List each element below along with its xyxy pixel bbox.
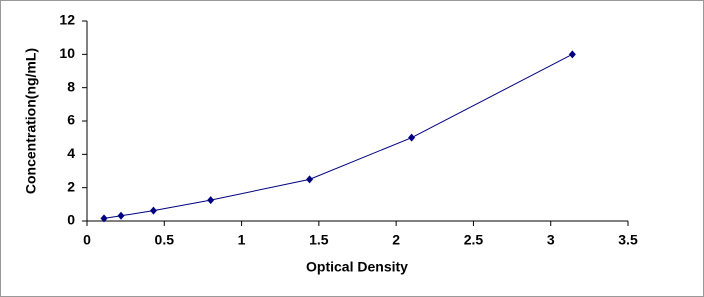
data-point bbox=[149, 206, 157, 215]
x-tick-label: 2 bbox=[392, 232, 400, 248]
x-tick-label: 1.5 bbox=[309, 232, 329, 248]
x-tick-label: 2.5 bbox=[464, 232, 484, 248]
y-tick-label: 12 bbox=[59, 12, 75, 28]
x-tick-label: 3.5 bbox=[618, 232, 638, 248]
y-axis-title: Concentration(ng/mL) bbox=[23, 48, 39, 194]
x-tick-label: 0 bbox=[83, 232, 91, 248]
x-tick-label: 1 bbox=[238, 232, 246, 248]
data-point bbox=[100, 214, 108, 223]
data-point bbox=[207, 196, 215, 205]
y-tick-label: 8 bbox=[67, 78, 75, 94]
y-tick-label: 4 bbox=[67, 145, 75, 161]
x-tick-label: 3 bbox=[547, 232, 555, 248]
y-tick-label: 0 bbox=[67, 212, 75, 228]
x-tick-label: 0.5 bbox=[155, 232, 175, 248]
data-point bbox=[568, 50, 576, 59]
y-tick-label: 6 bbox=[67, 112, 75, 128]
data-point bbox=[408, 133, 416, 142]
x-axis-title: Optical Density bbox=[306, 259, 408, 275]
y-tick-label: 10 bbox=[59, 45, 75, 61]
data-point bbox=[306, 175, 314, 184]
y-tick-label: 2 bbox=[67, 178, 75, 194]
data-point bbox=[117, 211, 125, 220]
